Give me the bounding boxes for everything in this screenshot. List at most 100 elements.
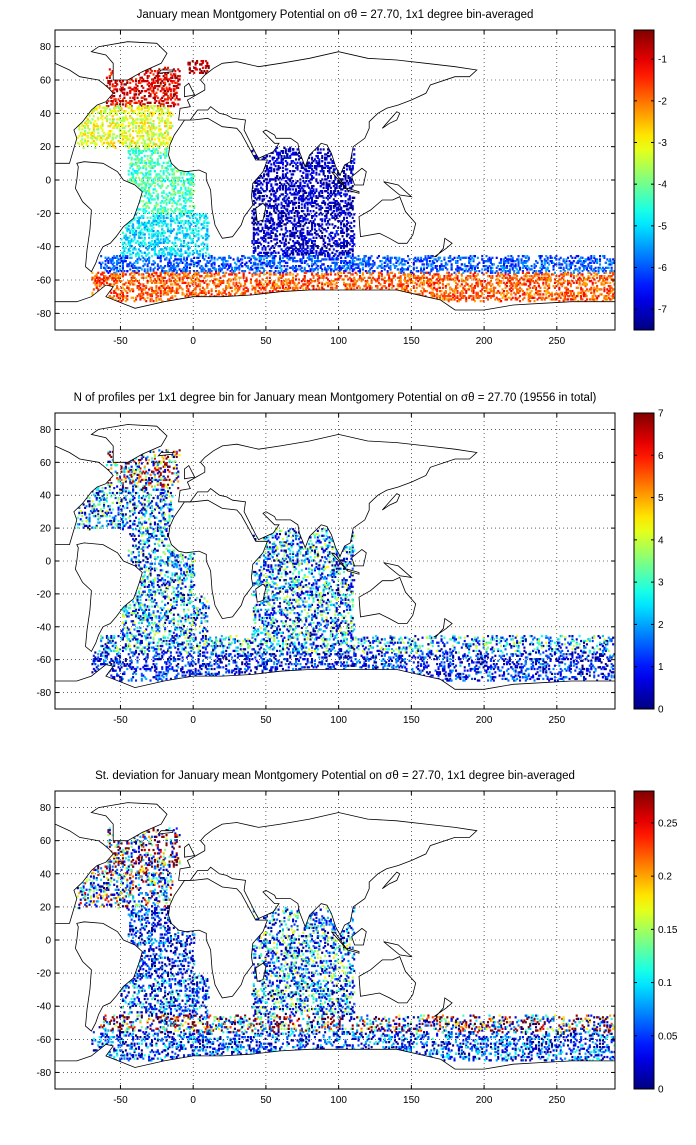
- data-cell: [135, 170, 138, 173]
- data-cell: [139, 76, 142, 79]
- data-cell: [110, 123, 113, 126]
- data-cell: [135, 230, 138, 233]
- data-cell: [129, 90, 132, 93]
- data-cell: [292, 233, 295, 236]
- data-cell: [162, 100, 165, 103]
- data-cell: [121, 123, 124, 126]
- data-cell: [149, 223, 152, 226]
- data-cell: [292, 248, 295, 251]
- data-cell: [162, 113, 165, 116]
- data-cell: [316, 148, 319, 151]
- data-cell: [190, 238, 193, 241]
- data-cell: [188, 228, 191, 231]
- data-cell: [260, 251, 263, 254]
- data-cell: [297, 243, 300, 246]
- data-cell: [316, 181, 319, 184]
- data-cell: [316, 233, 319, 236]
- data-cell: [311, 176, 314, 179]
- data-cell: [177, 248, 180, 251]
- data-cell: [325, 246, 328, 249]
- data-cell: [167, 115, 170, 118]
- data-cell: [322, 196, 325, 199]
- data-cell: [267, 236, 270, 239]
- data-cell: [329, 175, 332, 178]
- data-cell: [271, 190, 274, 193]
- data-cell: [132, 225, 135, 228]
- data-cell: [158, 146, 161, 149]
- data-cell: [156, 85, 159, 88]
- data-cell: [303, 216, 306, 219]
- data-cell: [184, 233, 187, 236]
- data-cell: [124, 236, 127, 239]
- data-cell: [187, 198, 190, 201]
- data-cell: [152, 105, 155, 108]
- data-cell: [290, 246, 293, 249]
- data-cell: [142, 125, 145, 128]
- data-cell: [153, 240, 156, 243]
- data-cell: [258, 180, 261, 183]
- data-cell: [311, 185, 314, 188]
- data-cell: [174, 208, 177, 211]
- data-cell: [305, 243, 308, 246]
- data-cell: [152, 220, 155, 223]
- data-cell: [156, 196, 159, 199]
- data-cell: [252, 195, 255, 198]
- data-cell: [207, 65, 210, 68]
- data-cell: [146, 135, 149, 138]
- data-cell: [318, 228, 321, 231]
- data-cell: [158, 110, 161, 113]
- data-cell: [283, 245, 286, 248]
- data-cell: [126, 226, 129, 229]
- data-cell: [156, 136, 159, 139]
- data-cell: [328, 180, 331, 183]
- data-cell: [190, 70, 193, 73]
- data-cell: [133, 181, 136, 184]
- data-cell: [162, 95, 165, 98]
- data-cell: [145, 228, 148, 231]
- data-cell: [164, 208, 167, 211]
- data-cell: [172, 68, 175, 71]
- data-cell: [104, 108, 107, 111]
- data-cell: [292, 226, 295, 229]
- data-cell: [274, 255, 277, 258]
- data-cell: [156, 211, 159, 214]
- data-cell: [331, 193, 334, 196]
- data-cell: [139, 150, 142, 153]
- data-cell: [142, 86, 145, 89]
- data-cell: [319, 195, 322, 198]
- data-cell: [135, 163, 138, 166]
- data-cell: [306, 175, 309, 178]
- data-cell: [158, 145, 161, 148]
- data-cell: [312, 160, 315, 163]
- data-cell: [204, 218, 207, 221]
- data-cell: [289, 201, 292, 204]
- data-cell: [148, 193, 151, 196]
- data-cell: [328, 183, 331, 186]
- data-cell: [184, 236, 187, 239]
- data-cell: [321, 191, 324, 194]
- data-cell: [316, 155, 319, 158]
- data-cell: [201, 236, 204, 239]
- data-cell: [279, 225, 282, 228]
- data-cell: [140, 90, 143, 93]
- data-cell: [126, 145, 129, 148]
- data-cell: [261, 176, 264, 179]
- data-cell: [327, 151, 330, 154]
- data-cell: [153, 143, 156, 146]
- data-cell: [167, 171, 170, 174]
- data-cell: [143, 90, 146, 93]
- data-cell: [149, 170, 152, 173]
- data-cell: [94, 141, 97, 144]
- data-cell: [116, 118, 119, 121]
- data-cell: [140, 121, 143, 124]
- data-cell: [535, 265, 538, 268]
- data-cell: [332, 248, 335, 251]
- data-cell: [149, 93, 152, 96]
- data-cell: [162, 140, 165, 143]
- data-cell: [351, 240, 354, 243]
- data-cell: [305, 191, 308, 194]
- data-cell: [165, 68, 168, 71]
- data-cell: [167, 185, 170, 188]
- data-cell: [322, 238, 325, 241]
- data-cell: [267, 218, 270, 221]
